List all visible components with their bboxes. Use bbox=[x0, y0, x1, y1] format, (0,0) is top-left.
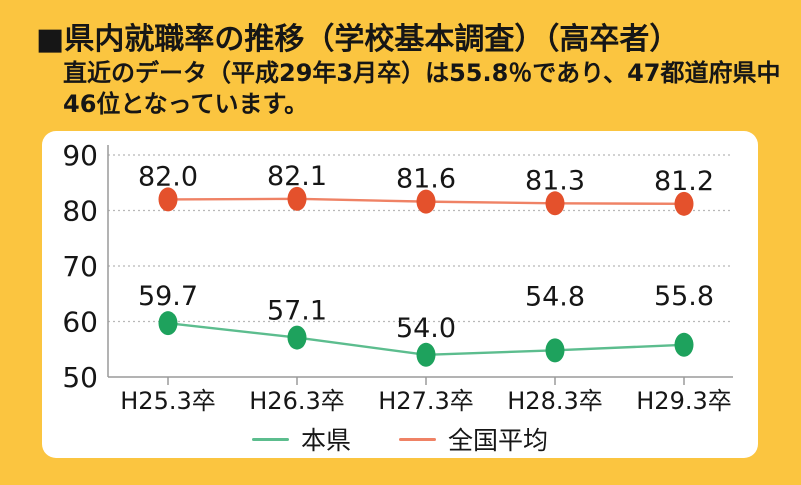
data-point bbox=[416, 189, 436, 214]
legend-line-swatch bbox=[251, 437, 289, 441]
data-value-label: 54.8 bbox=[525, 281, 585, 312]
data-point bbox=[674, 191, 694, 216]
legend-item: 本県 bbox=[251, 421, 351, 457]
y-axis-tick-label: 50 bbox=[62, 361, 98, 394]
data-point bbox=[158, 311, 178, 336]
data-value-label: 55.8 bbox=[654, 281, 714, 312]
data-value-label: 81.6 bbox=[396, 164, 456, 195]
chart-legend: 本県 全国平均 bbox=[42, 425, 758, 455]
subtitle-line-2: 46位となっています。 bbox=[63, 90, 309, 118]
legend-label: 全国平均 bbox=[448, 426, 549, 455]
x-axis-tick-label: H25.3卒 bbox=[120, 387, 215, 415]
chart-panel: 50 60 70 80 90 H25.3卒 H26.3卒 H27.3卒 H28.3卒 H29.3卒… bbox=[42, 131, 758, 458]
data-value-label: 81.2 bbox=[654, 166, 714, 197]
data-value-label: 82.1 bbox=[267, 161, 327, 192]
data-point bbox=[416, 342, 436, 367]
page-subtitle: 直近のデータ（平成29年3月卒）は55.8％であり、47都道府県中 46位となっ… bbox=[63, 58, 781, 120]
data-point bbox=[674, 332, 694, 357]
line-chart: 50 60 70 80 90 H25.3卒 H26.3卒 H27.3卒 H28.3卒 H29.3卒… bbox=[62, 139, 733, 415]
page-title: ■県内就職率の推移（学校基本調査）（高卒者） bbox=[36, 22, 680, 57]
x-axis-tick-label: H26.3卒 bbox=[249, 387, 344, 415]
x-axis-tick-label: H27.3卒 bbox=[378, 387, 473, 415]
data-value-label: 59.7 bbox=[138, 281, 198, 312]
legend-item: 全国平均 bbox=[399, 421, 548, 457]
data-value-label: 82.0 bbox=[138, 161, 198, 192]
data-point bbox=[545, 338, 565, 363]
data-value-label: 81.3 bbox=[525, 165, 585, 196]
y-axis-tick-label: 70 bbox=[62, 250, 98, 283]
y-axis-tick-label: 90 bbox=[62, 139, 98, 172]
data-point bbox=[287, 325, 307, 350]
data-point bbox=[545, 191, 565, 216]
legend-line-swatch bbox=[399, 437, 436, 441]
data-point bbox=[287, 186, 307, 211]
y-axis-tick-label: 60 bbox=[62, 306, 98, 339]
subtitle-line-1: 直近のデータ（平成29年3月卒）は55.8％であり、47都道府県中 bbox=[63, 59, 781, 87]
legend-label: 本県 bbox=[300, 426, 351, 455]
x-axis-tick-label: H29.3卒 bbox=[636, 387, 731, 415]
data-value-label: 57.1 bbox=[267, 296, 327, 327]
data-value-label: 54.0 bbox=[396, 313, 456, 344]
x-axis-tick-label: H28.3卒 bbox=[507, 387, 602, 415]
y-axis-tick-label: 80 bbox=[62, 195, 98, 228]
data-point bbox=[158, 187, 178, 212]
